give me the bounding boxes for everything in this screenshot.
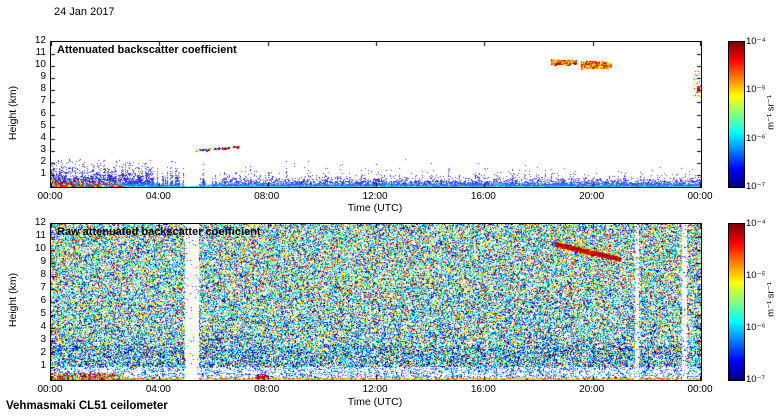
y-tick-label: 10 (34, 243, 46, 254)
x-tick-label: 00:00 (37, 191, 63, 202)
x-tick-label: 08:00 (254, 384, 280, 395)
x-tick-label: 04:00 (145, 191, 171, 202)
attenuated-backscatter-heatmap (51, 42, 701, 187)
x-tick-label: 00:00 (687, 384, 713, 395)
colorbar-unit-bottom: m⁻¹ sr⁻¹ (765, 282, 777, 317)
x-tick-label: 16:00 (470, 191, 496, 202)
raw-backscatter-heatmap (51, 224, 701, 380)
y-tick-label: 8 (40, 83, 46, 95)
y-tick-label: 7 (40, 95, 46, 107)
panel-raw-backscatter (50, 223, 702, 381)
colorbar-tick-label: 10⁻⁵ (746, 84, 766, 96)
colorbar-tick-label: 10⁻⁷ (746, 181, 766, 192)
y-tick-label: 4 (40, 321, 46, 332)
y-tick-label: 2 (40, 347, 46, 358)
y-tick-label: 6 (40, 107, 46, 119)
y-tick-label: 12 (34, 35, 46, 46)
y-tick-label: 10 (34, 59, 46, 71)
panel-title-attenuated: Attenuated backscatter coefficient (57, 44, 237, 56)
date-label: 24 Jan 2017 (54, 6, 115, 18)
y-tick-label: 9 (40, 71, 46, 83)
y-tick-label: 11 (35, 47, 46, 59)
colorbar-tick-label: 10⁻⁴ (746, 36, 766, 47)
x-tick-label: 00:00 (687, 191, 713, 202)
y-tick-label: 5 (40, 119, 46, 131)
x-tick-label: 12:00 (362, 191, 388, 202)
x-axis-label-bottom: Time (UTC) (347, 396, 403, 408)
y-tick-label: 11 (35, 230, 46, 241)
x-tick-label: 04:00 (145, 384, 171, 395)
y-axis-label-top: Height (km) (7, 85, 19, 141)
colorbar-tick-label: 10⁻⁶ (746, 132, 766, 144)
y-tick-label: 3 (40, 143, 46, 155)
panel-attenuated-backscatter (50, 41, 702, 188)
y-tick-label: 4 (40, 131, 46, 143)
colorbar-tick-label: 10⁻⁶ (746, 322, 766, 333)
colorbar-tick-label: 10⁻⁷ (746, 374, 766, 385)
x-tick-label: 12:00 (362, 384, 388, 395)
panel-title-raw: Raw attenuated backscatter coefficient (57, 226, 261, 238)
colorbar-raw (728, 223, 745, 381)
colorbar-tick-label: 10⁻⁴ (746, 218, 766, 229)
y-tick-label: 8 (40, 269, 46, 280)
colorbar-attenuated (728, 41, 745, 188)
colorbar-unit-top: m⁻¹ sr⁻¹ (765, 95, 777, 130)
x-tick-label: 00:00 (37, 384, 63, 395)
y-tick-label: 3 (40, 334, 46, 345)
y-tick-label: 6 (40, 295, 46, 306)
x-tick-label: 16:00 (470, 384, 496, 395)
y-tick-label: 12 (34, 217, 46, 228)
y-tick-label: 1 (40, 167, 46, 179)
x-axis-label-top: Time (UTC) (347, 202, 403, 214)
y-axis-label-bottom: Height (km) (7, 272, 19, 328)
y-tick-label: 1 (40, 360, 46, 371)
x-tick-label: 20:00 (579, 191, 605, 202)
y-tick-label: 9 (40, 256, 46, 267)
x-tick-label: 08:00 (254, 191, 280, 202)
y-tick-label: 7 (40, 282, 46, 293)
y-tick-label: 5 (40, 308, 46, 319)
y-tick-label: 2 (40, 155, 46, 167)
colorbar-tick-label: 10⁻⁵ (746, 270, 766, 281)
x-tick-label: 20:00 (579, 384, 605, 395)
station-label: Vehmasmaki CL51 ceilometer (6, 400, 168, 412)
